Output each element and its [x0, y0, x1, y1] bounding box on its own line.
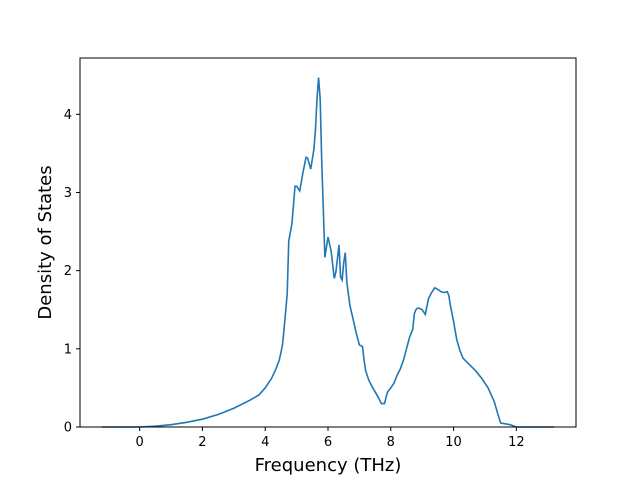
x-tick-label: 6	[324, 435, 332, 450]
y-tick-label: 3	[64, 186, 72, 201]
y-tick-label: 4	[64, 108, 72, 123]
x-tick-label: 10	[445, 435, 462, 450]
y-tick-label: 0	[64, 421, 72, 436]
x-tick-label: 4	[261, 435, 269, 450]
x-tick-label: 8	[387, 435, 395, 450]
dos-series-line	[101, 77, 555, 428]
y-axis-label: Density of States	[35, 165, 56, 319]
x-axis-label: Frequency (THz)	[255, 455, 402, 476]
y-tick-label: 2	[64, 264, 72, 279]
x-tick-label: 0	[136, 435, 144, 450]
x-tick-label: 12	[508, 435, 525, 450]
plot-frame	[79, 57, 577, 428]
x-tick-label: 2	[198, 435, 206, 450]
y-tick-label: 1	[64, 342, 72, 357]
